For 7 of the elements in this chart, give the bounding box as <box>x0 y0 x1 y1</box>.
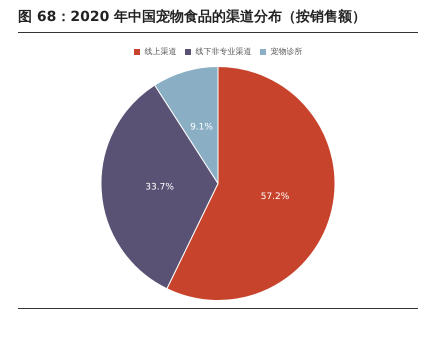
data-label: 57.2% <box>260 192 290 202</box>
legend-label: 宠物诊所 <box>270 47 302 56</box>
legend-label: 线上渠道 <box>144 47 176 56</box>
data-label: 9.1% <box>190 122 214 133</box>
data-label: 33.7% <box>145 182 174 192</box>
chart-title: 图 68：2020 年中国宠物食品的渠道分布（按销售额） <box>18 8 418 33</box>
legend-label: 线下非专业渠道 <box>196 47 252 56</box>
